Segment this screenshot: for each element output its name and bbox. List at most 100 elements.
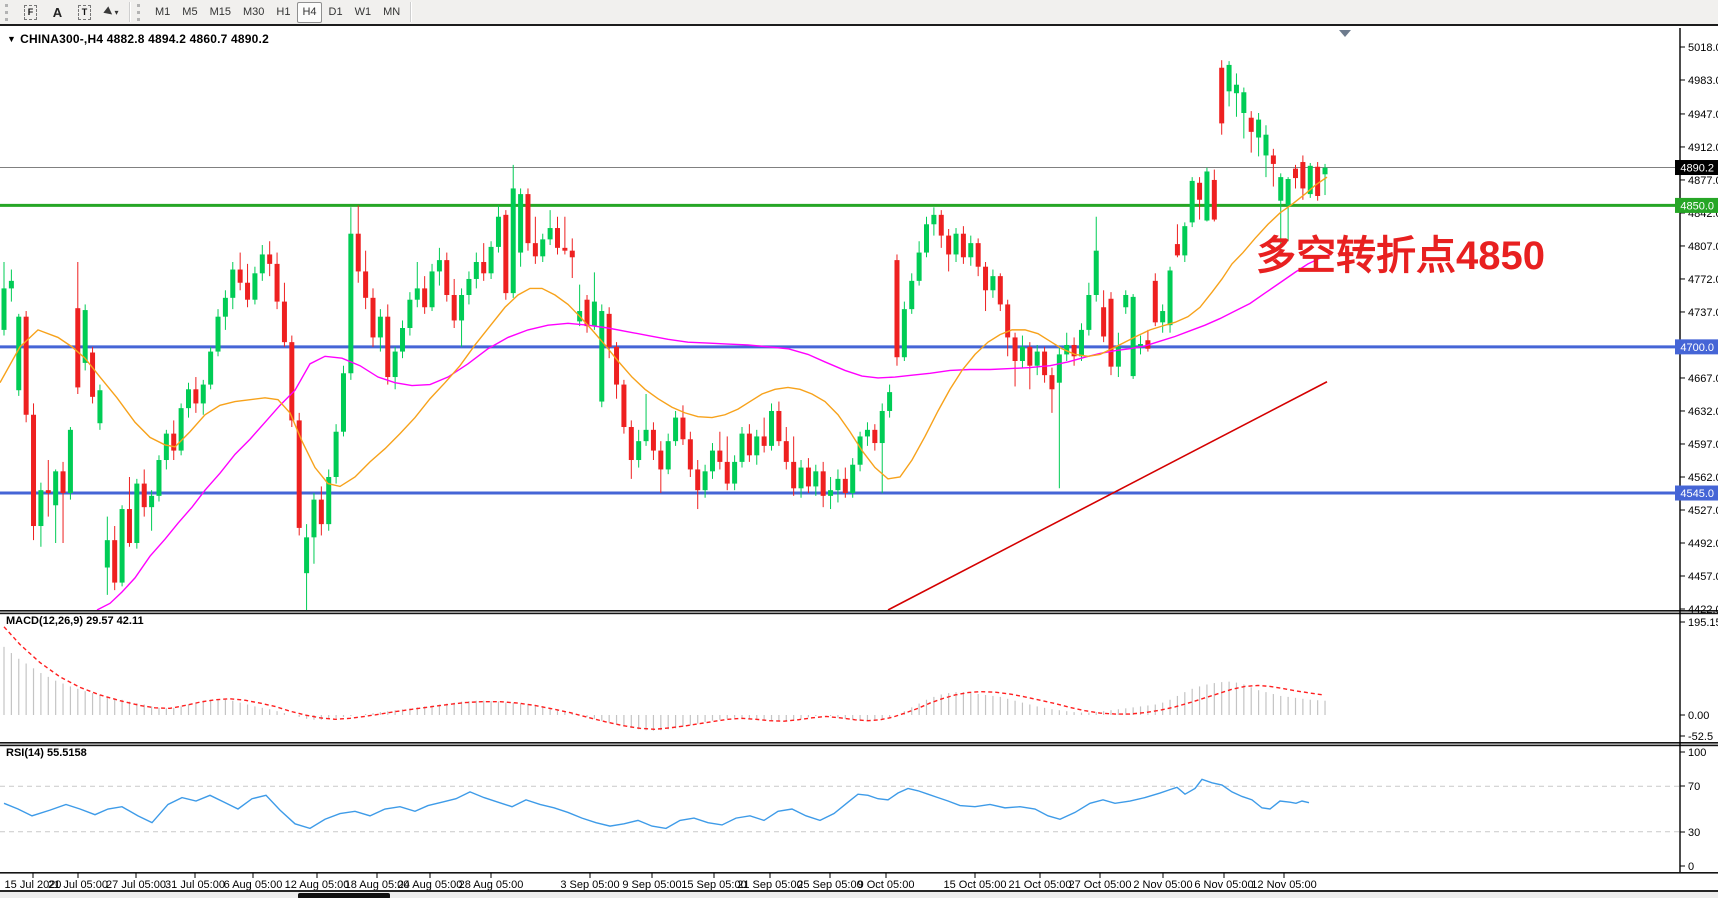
candle-body bbox=[340, 373, 346, 432]
time-tick-label: 3 Sep 05:00 bbox=[560, 879, 619, 891]
candle-body bbox=[1, 288, 7, 330]
candle-body bbox=[614, 346, 620, 385]
text-label-tool-icon: T bbox=[78, 4, 91, 20]
candle-body bbox=[709, 450, 715, 472]
candle-body bbox=[805, 467, 811, 487]
timeframe-M5-button[interactable]: M5 bbox=[177, 2, 202, 23]
price-axis[interactable]: 5018.04983.04947.04912.04877.04842.04807… bbox=[1675, 28, 1718, 873]
candle-body bbox=[67, 429, 73, 494]
horizontal-level-lines bbox=[0, 167, 1680, 495]
timeframe-H1-button[interactable]: H1 bbox=[271, 2, 295, 23]
macd-signal-line bbox=[3, 626, 1325, 731]
candle-body bbox=[1189, 180, 1195, 223]
arrows-tool-button[interactable]: ▾ bbox=[98, 2, 125, 23]
pane-separator[interactable] bbox=[0, 744, 1718, 747]
time-tick-label: 27 Oct 05:00 bbox=[1069, 879, 1132, 891]
collapse-chart-icon[interactable]: ▼ bbox=[7, 34, 17, 44]
pane-separator[interactable] bbox=[0, 612, 1718, 615]
timeframe-M30-button[interactable]: M30 bbox=[238, 2, 269, 23]
candle-body bbox=[739, 433, 745, 462]
candle-body bbox=[355, 233, 361, 272]
candle-body bbox=[1086, 294, 1092, 330]
candle-body bbox=[879, 410, 885, 444]
price-tick-label: 4492.0 bbox=[1688, 538, 1718, 550]
candle-body bbox=[1197, 182, 1203, 200]
pane-separator[interactable] bbox=[0, 872, 1718, 874]
annotation-text[interactable]: 多空转折点4850 bbox=[1256, 234, 1545, 278]
candle-body bbox=[377, 316, 383, 338]
candle-body bbox=[75, 308, 81, 388]
candle-body bbox=[296, 420, 302, 528]
trendline[interactable] bbox=[887, 381, 1328, 611]
timeframe-MN-button[interactable]: MN bbox=[378, 2, 405, 23]
time-tick-label: 12 Aug 05:00 bbox=[285, 879, 350, 891]
candle-body bbox=[1012, 337, 1018, 362]
timeframe-D1-button[interactable]: D1 bbox=[324, 2, 348, 23]
candle-body bbox=[1248, 117, 1254, 132]
chart-shift-marker-icon[interactable] bbox=[1339, 30, 1351, 37]
text-label-tool-button[interactable]: T bbox=[71, 2, 98, 23]
text-tool-button[interactable]: A bbox=[44, 2, 71, 23]
candle-body bbox=[857, 436, 863, 465]
price-badge-4700.0 bbox=[1675, 339, 1718, 355]
price-tick-label: 4947.0 bbox=[1688, 109, 1718, 121]
candle-body bbox=[126, 509, 132, 543]
candle-body bbox=[850, 464, 856, 494]
time-tick-label: 9 Oct 05:00 bbox=[858, 879, 915, 891]
candle-body bbox=[924, 224, 929, 253]
time-tick-label: 9 Sep 05:00 bbox=[622, 879, 681, 891]
candle-body bbox=[1108, 298, 1114, 367]
timeframe-W1-button[interactable]: W1 bbox=[350, 2, 377, 23]
timeframe-M1-button[interactable]: M1 bbox=[150, 2, 175, 23]
candle-body bbox=[45, 490, 51, 494]
candle-body bbox=[38, 490, 44, 527]
toolbar-grip[interactable] bbox=[5, 3, 12, 21]
pane-separator[interactable] bbox=[0, 610, 1718, 612]
candle-body bbox=[1270, 155, 1276, 164]
candle-body bbox=[451, 294, 457, 321]
candle-body bbox=[444, 260, 450, 295]
candle-body bbox=[1071, 344, 1077, 357]
candle-body bbox=[791, 461, 797, 489]
pane-separator[interactable] bbox=[0, 742, 1718, 744]
macd-indicator-label: MACD(12,26,9) 29.57 42.11 bbox=[6, 615, 144, 627]
horizontal-scrollbar[interactable] bbox=[0, 890, 1718, 898]
candle-body bbox=[200, 384, 206, 404]
candle-body bbox=[348, 233, 354, 374]
candle-body bbox=[1278, 177, 1284, 201]
candle-body bbox=[459, 294, 465, 321]
candle-body bbox=[916, 252, 922, 281]
candle-body bbox=[1056, 354, 1062, 383]
candle-body bbox=[488, 246, 494, 274]
candle-body bbox=[1285, 179, 1291, 206]
timeframe-M15-button[interactable]: M15 bbox=[205, 2, 236, 23]
macd-histogram bbox=[3, 646, 1326, 731]
time-tick-label: 15 Jul 2020 bbox=[5, 879, 62, 891]
timeframe-H4-button[interactable]: H4 bbox=[297, 1, 322, 23]
candle-body bbox=[230, 269, 236, 298]
candle-body bbox=[997, 276, 1003, 305]
price-tick-label: 4422.0 bbox=[1688, 604, 1718, 616]
candle-body bbox=[1078, 329, 1084, 357]
candle-body bbox=[1019, 346, 1025, 362]
scrollbar-thumb[interactable] bbox=[298, 893, 390, 898]
time-tick-label: 27 Jul 05:00 bbox=[106, 879, 166, 891]
candle-body bbox=[746, 433, 752, 456]
timeframe-toolbar-grip[interactable] bbox=[137, 3, 144, 21]
candle-body bbox=[1049, 375, 1055, 390]
candle-body bbox=[326, 476, 332, 525]
time-tick-label: 25 Sep 05:00 bbox=[797, 879, 862, 891]
chart-template-tool-button[interactable]: F bbox=[17, 2, 44, 23]
candle-body bbox=[909, 280, 915, 310]
price-badge-label: 4890.2 bbox=[1680, 163, 1714, 175]
price-tick-label: 4562.0 bbox=[1688, 472, 1718, 484]
candle-body bbox=[429, 271, 435, 308]
candle-body bbox=[650, 429, 656, 451]
candle-body bbox=[245, 282, 251, 300]
candle-body bbox=[769, 410, 775, 446]
candle-body bbox=[761, 436, 767, 446]
candle-body bbox=[1027, 346, 1033, 366]
candle-body bbox=[267, 254, 273, 264]
